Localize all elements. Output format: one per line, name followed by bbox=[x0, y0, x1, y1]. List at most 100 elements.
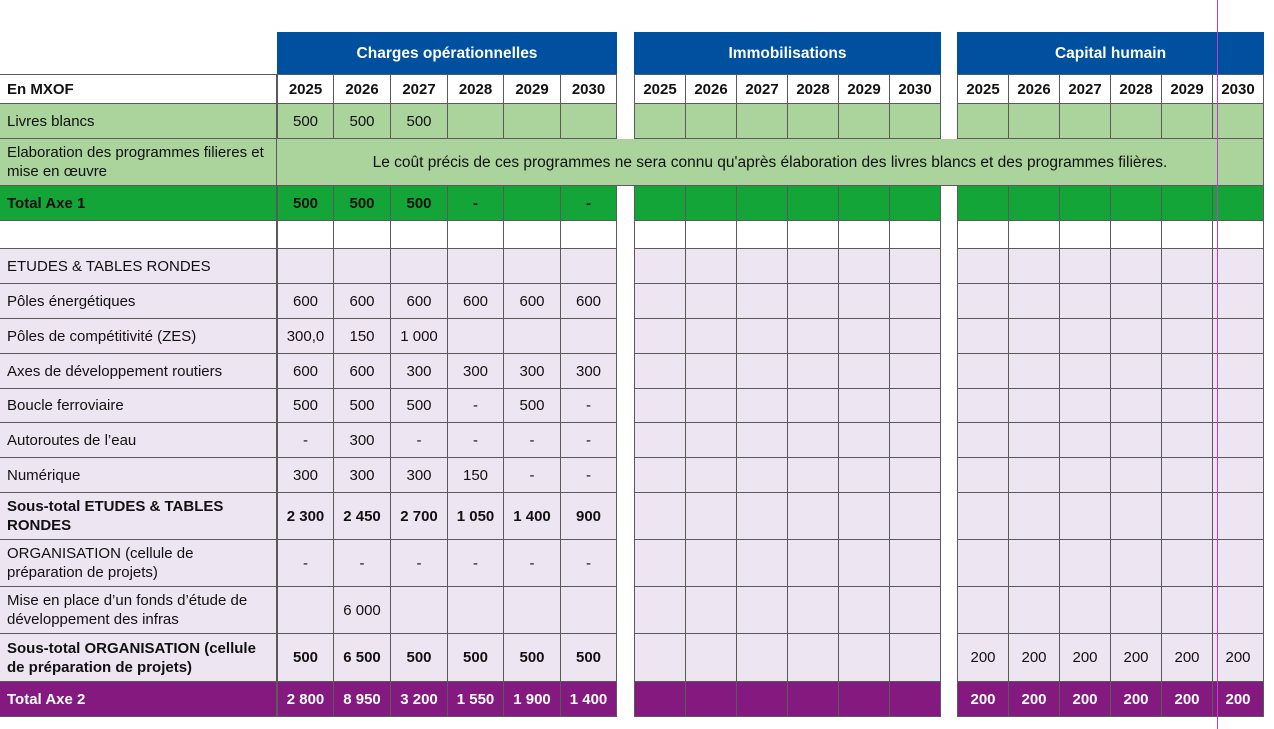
unit-label: En MXOF bbox=[0, 74, 277, 104]
value-cell: 2 300 bbox=[277, 493, 334, 540]
value-cell bbox=[1162, 249, 1213, 284]
value-cell: 300 bbox=[334, 458, 391, 493]
value-cell: - bbox=[448, 389, 504, 423]
value-cell: 300 bbox=[504, 354, 561, 389]
value-cell: - bbox=[561, 458, 617, 493]
value-cell bbox=[561, 249, 617, 284]
value-cell bbox=[504, 249, 561, 284]
value-cell: - bbox=[561, 540, 617, 587]
row-label: Boucle ferroviaire bbox=[0, 389, 277, 423]
value-cell bbox=[839, 682, 890, 717]
value-cell bbox=[1009, 493, 1060, 540]
value-cell bbox=[737, 221, 788, 249]
value-cell bbox=[1213, 284, 1264, 319]
year-header: 2027 bbox=[391, 74, 448, 104]
value-cell bbox=[957, 587, 1009, 634]
value-cell bbox=[957, 319, 1009, 354]
row-label bbox=[0, 221, 277, 249]
value-cell bbox=[890, 682, 941, 717]
value-cell bbox=[890, 540, 941, 587]
value-cell: 8 950 bbox=[334, 682, 391, 717]
value-cell bbox=[890, 634, 941, 682]
value-cell bbox=[1162, 104, 1213, 139]
value-cell: 500 bbox=[334, 186, 391, 221]
value-cell bbox=[737, 186, 788, 221]
value-cell: 2 700 bbox=[391, 493, 448, 540]
year-header: 2029 bbox=[1162, 74, 1213, 104]
value-cell bbox=[686, 284, 737, 319]
value-cell bbox=[890, 104, 941, 139]
value-cell bbox=[634, 540, 686, 587]
value-cell bbox=[686, 634, 737, 682]
value-cell bbox=[1009, 423, 1060, 458]
value-cell: 200 bbox=[1213, 682, 1264, 717]
year-header: 2025 bbox=[957, 74, 1009, 104]
value-cell bbox=[1213, 389, 1264, 423]
row-label: Numérique bbox=[0, 458, 277, 493]
value-cell bbox=[788, 354, 839, 389]
value-cell bbox=[504, 221, 561, 249]
value-cell: 200 bbox=[1162, 634, 1213, 682]
value-cell bbox=[737, 493, 788, 540]
value-cell: 300 bbox=[334, 423, 391, 458]
value-cell: 200 bbox=[1111, 682, 1162, 717]
value-cell bbox=[634, 284, 686, 319]
value-cell: 1 400 bbox=[561, 682, 617, 717]
value-cell bbox=[839, 221, 890, 249]
value-cell: 3 200 bbox=[391, 682, 448, 717]
value-cell bbox=[561, 104, 617, 139]
value-cell bbox=[788, 423, 839, 458]
value-cell bbox=[1162, 493, 1213, 540]
value-cell bbox=[686, 249, 737, 284]
value-cell bbox=[1213, 540, 1264, 587]
year-header: 2026 bbox=[334, 74, 391, 104]
value-cell bbox=[1060, 186, 1111, 221]
value-cell bbox=[1213, 249, 1264, 284]
value-cell bbox=[839, 634, 890, 682]
value-cell: - bbox=[391, 540, 448, 587]
value-cell: 300 bbox=[391, 354, 448, 389]
value-cell bbox=[737, 587, 788, 634]
value-cell bbox=[634, 682, 686, 717]
value-cell: 500 bbox=[334, 389, 391, 423]
value-cell: 200 bbox=[1060, 634, 1111, 682]
value-cell bbox=[1213, 104, 1264, 139]
year-header: 2025 bbox=[277, 74, 334, 104]
row-label: Elaboration des programmes filieres et m… bbox=[0, 139, 277, 186]
value-cell bbox=[561, 587, 617, 634]
value-cell bbox=[634, 354, 686, 389]
group-header-2: Capital humain bbox=[957, 32, 1264, 74]
value-cell bbox=[1009, 587, 1060, 634]
column-guide-line bbox=[1217, 0, 1218, 729]
value-cell: 500 bbox=[277, 104, 334, 139]
value-cell bbox=[890, 354, 941, 389]
value-cell bbox=[1111, 587, 1162, 634]
value-cell bbox=[1009, 104, 1060, 139]
value-cell bbox=[1009, 284, 1060, 319]
value-cell bbox=[1009, 249, 1060, 284]
value-cell bbox=[737, 634, 788, 682]
value-cell bbox=[890, 249, 941, 284]
year-header: 2026 bbox=[686, 74, 737, 104]
value-cell bbox=[839, 186, 890, 221]
value-cell bbox=[1060, 493, 1111, 540]
value-cell bbox=[277, 221, 334, 249]
value-cell bbox=[1162, 284, 1213, 319]
value-cell bbox=[448, 249, 504, 284]
value-cell bbox=[504, 186, 561, 221]
value-cell: 500 bbox=[391, 389, 448, 423]
value-cell: 600 bbox=[277, 284, 334, 319]
value-cell bbox=[504, 319, 561, 354]
value-cell bbox=[788, 587, 839, 634]
value-cell bbox=[1009, 458, 1060, 493]
value-cell bbox=[634, 249, 686, 284]
value-cell bbox=[839, 249, 890, 284]
value-cell bbox=[686, 682, 737, 717]
value-cell bbox=[788, 682, 839, 717]
value-cell bbox=[957, 423, 1009, 458]
value-cell bbox=[890, 493, 941, 540]
value-cell bbox=[634, 587, 686, 634]
value-cell: 200 bbox=[1213, 634, 1264, 682]
value-cell: 300 bbox=[391, 458, 448, 493]
value-cell bbox=[1111, 319, 1162, 354]
